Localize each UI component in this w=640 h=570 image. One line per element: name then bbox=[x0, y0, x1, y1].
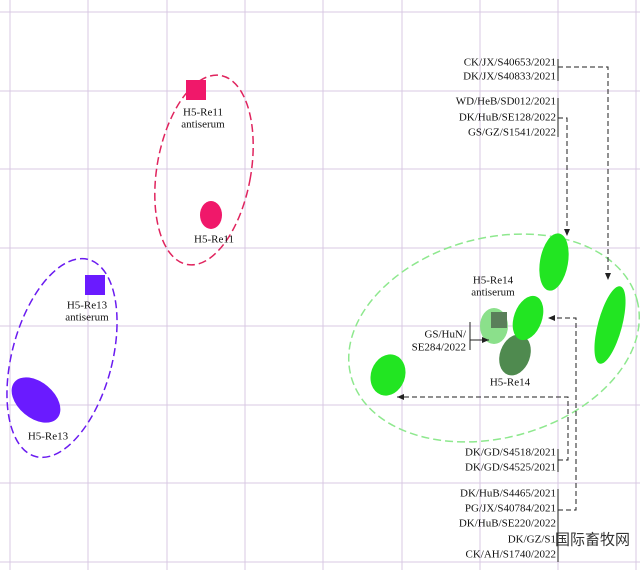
strain-label: DK/HuB/SE128/2022 bbox=[459, 112, 556, 124]
strain-label: DK/HuB/S4465/2021 bbox=[460, 488, 556, 500]
antiserum-label: antiserum bbox=[65, 312, 109, 324]
antigen-point bbox=[370, 354, 406, 396]
antigen-point bbox=[200, 201, 222, 229]
strain-label: DK/GZ/S1 bbox=[508, 534, 556, 546]
cluster-outline bbox=[347, 233, 640, 443]
watermark: 国际畜牧网 bbox=[555, 531, 630, 549]
strain-label: DK/HuB/SE220/2022 bbox=[459, 518, 556, 530]
cluster-outline bbox=[154, 74, 254, 266]
antigen-point bbox=[539, 233, 569, 291]
antiserum-label: antiserum bbox=[181, 119, 225, 131]
strain-label: GS/GZ/S1541/2022 bbox=[468, 127, 556, 139]
antiserum-label: antiserum bbox=[471, 287, 515, 299]
antigen-label: H5-Re11 bbox=[194, 234, 234, 246]
strain-label: DK/GD/S4525/2021 bbox=[465, 462, 556, 474]
antigen-point bbox=[512, 295, 544, 341]
antigen-label: H5-Re14 bbox=[490, 377, 531, 389]
strain-label: CK/AH/S1740/2022 bbox=[466, 549, 556, 561]
antigen-label: H5-Re13 bbox=[28, 431, 69, 443]
antiserum-label: H5-Re13 bbox=[67, 300, 108, 312]
antigen-point bbox=[11, 377, 61, 423]
antiserum-label: H5-Re14 bbox=[473, 275, 514, 287]
antigen-point bbox=[594, 286, 626, 364]
antigen-point bbox=[499, 334, 531, 376]
antiserum-label: H5-Re11 bbox=[183, 107, 223, 119]
strain-label: SE284/2022 bbox=[412, 342, 466, 354]
antiserum-point bbox=[85, 275, 105, 295]
cluster-outline bbox=[6, 257, 118, 459]
antiserum-point bbox=[186, 80, 206, 100]
strain-label: CK/JX/S40653/2021 bbox=[464, 57, 556, 69]
antiserum-point bbox=[491, 312, 507, 328]
strain-label: GS/HuN/ bbox=[424, 329, 467, 341]
strain-label: DK/GD/S4518/2021 bbox=[465, 447, 556, 459]
strain-label: PG/JX/S40784/2021 bbox=[465, 503, 556, 515]
strain-label: WD/HeB/SD012/2021 bbox=[456, 96, 556, 108]
strain-label: DK/JX/S40833/2021 bbox=[463, 71, 556, 83]
